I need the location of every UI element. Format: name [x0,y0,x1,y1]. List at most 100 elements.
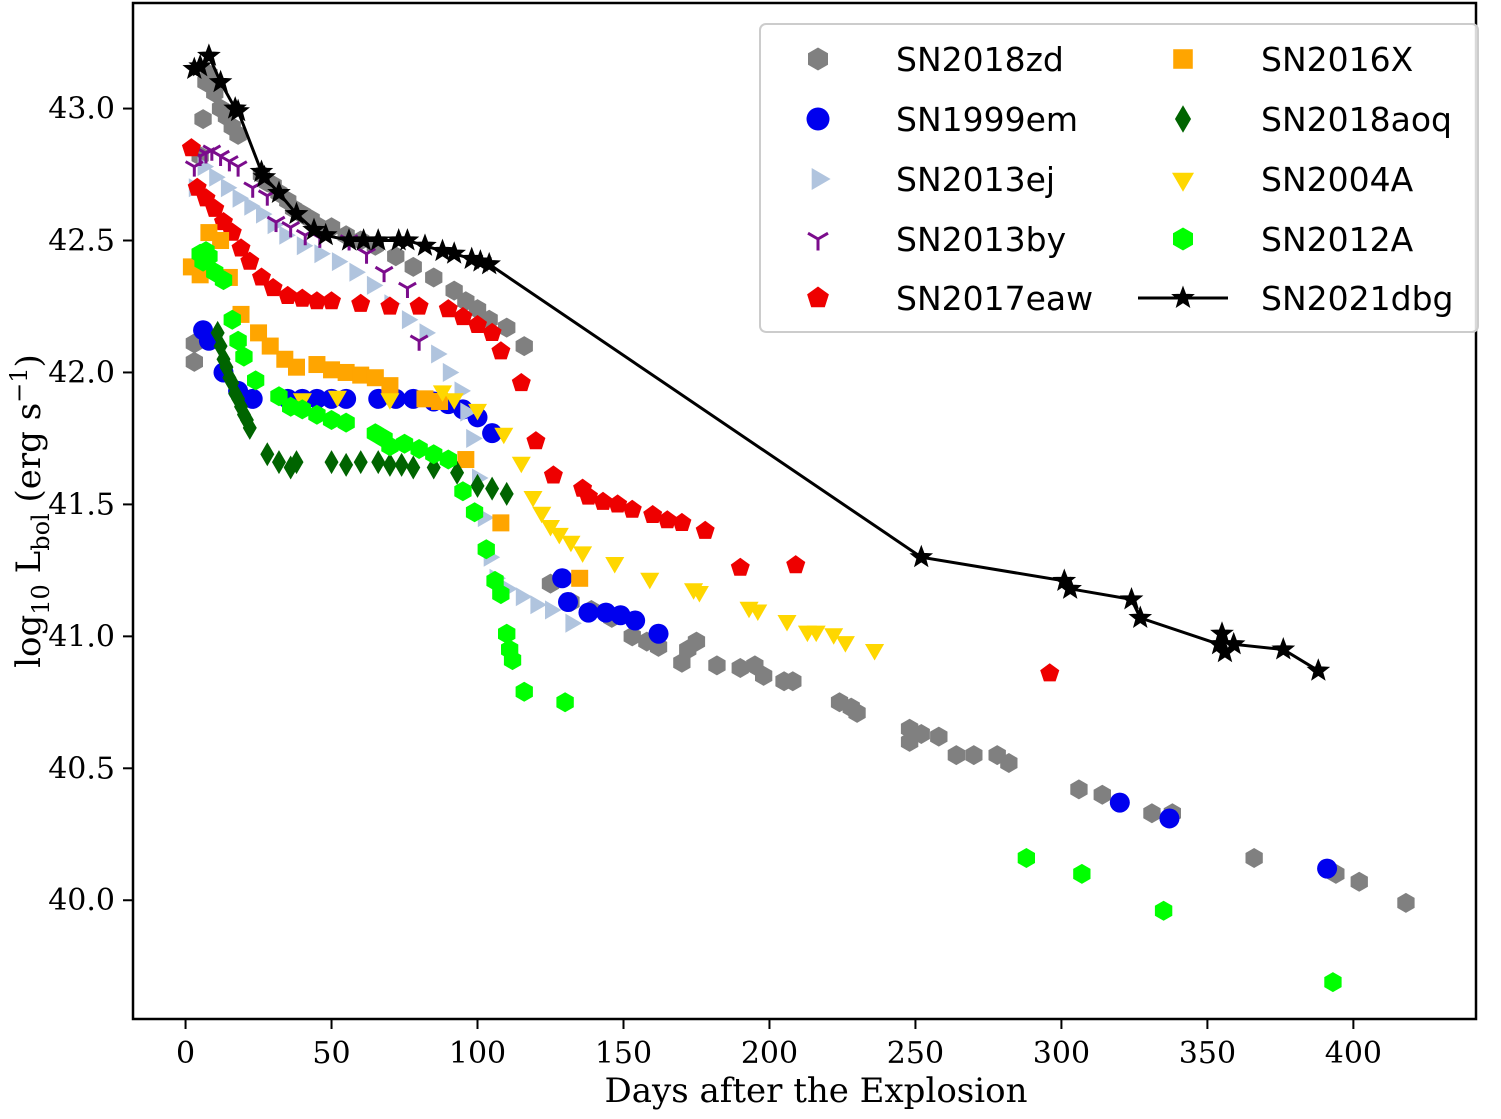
y-tick-label-40.5: 40.5 [48,751,115,786]
y-axis-label: log10 Lbol (erg s−1) [5,354,55,668]
point-sn2018zd-25 [405,257,422,277]
y-tick-label-43: 43.0 [48,92,115,127]
point-sn2016x-13 [352,367,369,384]
point-sn2012a-36 [1324,972,1341,992]
x-tick-label-50: 50 [312,1036,350,1071]
point-sn2013ej-17 [431,345,448,364]
point-sn2017eaw-36 [1040,663,1059,681]
point-sn2016x-7 [262,338,279,355]
point-sn2012a-32 [556,692,573,712]
point-sn2012a-31 [516,682,533,702]
point-sn2018aoq-16 [325,450,339,474]
x-tick-label-100: 100 [449,1036,506,1071]
point-sn2018zd-57 [965,745,982,765]
legend-label-sn2013by: SN2013by [896,220,1066,259]
point-sn2016x-14 [367,369,384,386]
y-tick-label-40: 40.0 [48,883,115,918]
x-axis-label: Days after the Explosion [605,1071,1028,1111]
legend-label-sn2004a: SN2004A [1261,160,1414,199]
legend-label-sn2013ej: SN2013ej [896,160,1055,199]
point-sn2013by-16 [399,283,416,298]
point-sn2013by-6 [229,162,246,177]
point-sn2018aoq-17 [339,453,353,477]
point-sn2013ej-10 [314,244,331,263]
point-sn2012a-33 [1018,848,1035,868]
point-sn2004a-25 [865,644,884,661]
legend-label-sn2018zd: SN2018zd [896,40,1064,79]
point-sn2004a-13 [573,546,592,563]
point-sn2017eaw-16 [410,297,429,315]
point-sn2017eaw-13 [322,291,341,309]
series-sn1999em [193,320,1337,878]
point-sn2012a-35 [1155,901,1172,921]
series-sn2012a [192,241,1342,992]
x-tick-label-400: 400 [1325,1036,1382,1071]
y-tick-label-42.5: 42.5 [48,224,115,259]
legend: SN2018zd SN1999em SN2013ej SN2013by SN2017ea… [760,24,1478,332]
point-sn2021dbg-23 [911,546,932,566]
point-sn2018zd-62 [1143,803,1160,823]
point-sn2013by-17 [410,336,427,351]
svg-text:log10 Lbol (erg s−1): log10 Lbol (erg s−1) [5,354,55,668]
x-tick-label-300: 300 [1033,1036,1090,1071]
x-tick-label-250: 250 [887,1036,944,1071]
y-label-log-sub: 10 [27,584,55,615]
legend-label-sn2016x: SN2016X [1261,40,1413,79]
point-sn2017eaw-35 [786,555,805,573]
point-sn2013ej-13 [367,276,384,295]
y-tick-label-42: 42.0 [48,355,115,390]
point-sn2017eaw-14 [351,294,370,312]
point-sn2018zd-64 [1246,848,1263,868]
point-sn1999em-27 [1317,859,1337,879]
point-sn2018zd-67 [1397,893,1414,913]
legend-label-sn2021dbg: SN2021dbg [1261,279,1453,318]
legend-label-sn1999em: SN1999em [896,100,1078,139]
legend-label-sn2017eaw: SN2017eaw [896,279,1093,318]
point-sn2018zd-3 [194,109,211,129]
legend-marker-sn2016x [1173,49,1193,69]
point-sn2013by-14 [358,249,375,264]
point-sn2018zd-56 [948,745,965,765]
legend-label-sn2018aoq: SN2018aoq [1261,100,1452,139]
y-label-L: L [9,551,49,584]
point-sn1999em-20 [578,603,598,623]
point-sn2013ej-12 [349,263,366,282]
legend-label-sn2012a: SN2012A [1261,220,1414,259]
x-tick-label-200: 200 [741,1036,798,1071]
point-sn2017eaw-23 [526,431,545,449]
y-label-unit-open: (erg s [9,403,49,513]
point-sn2018zd-0 [186,352,203,372]
point-sn2016x-3 [212,232,229,249]
point-sn2012a-34 [1073,864,1090,884]
point-sn2013ej-8 [279,226,296,245]
y-label-unit-close: ) [9,354,49,367]
point-sn2018zd-43 [708,655,725,675]
y-label-log: log [9,615,49,668]
point-sn2017eaw-34 [731,558,750,576]
point-sn2004a-7 [512,457,531,474]
point-sn2013ej-11 [332,252,349,271]
point-sn2004a-20 [778,615,797,632]
point-sn2016x-10 [308,356,325,373]
point-sn1999em-23 [625,611,645,631]
point-sn2018zd-26 [425,268,442,288]
point-sn2016x-9 [288,359,305,376]
point-sn2016x-16 [416,390,433,407]
point-sn2018zd-66 [1351,872,1368,892]
point-sn2016x-19 [492,514,509,531]
point-sn2018zd-31 [498,318,515,338]
point-sn2017eaw-24 [544,465,563,483]
point-sn2021dbg-26 [1121,588,1142,608]
point-sn1999em-18 [552,568,572,588]
point-sn2016x-20 [571,570,588,587]
point-sn2004a-15 [640,573,659,590]
point-sn2013ej-27 [516,587,533,606]
point-sn2017eaw-33 [696,521,715,539]
point-sn2017eaw-21 [491,341,510,359]
point-sn1999em-19 [558,592,578,612]
x-tick-label-0: 0 [176,1036,195,1071]
point-sn2004a-24 [836,636,855,653]
point-sn2013ej-21 [466,429,483,448]
point-sn2021dbg-19 [444,243,465,263]
